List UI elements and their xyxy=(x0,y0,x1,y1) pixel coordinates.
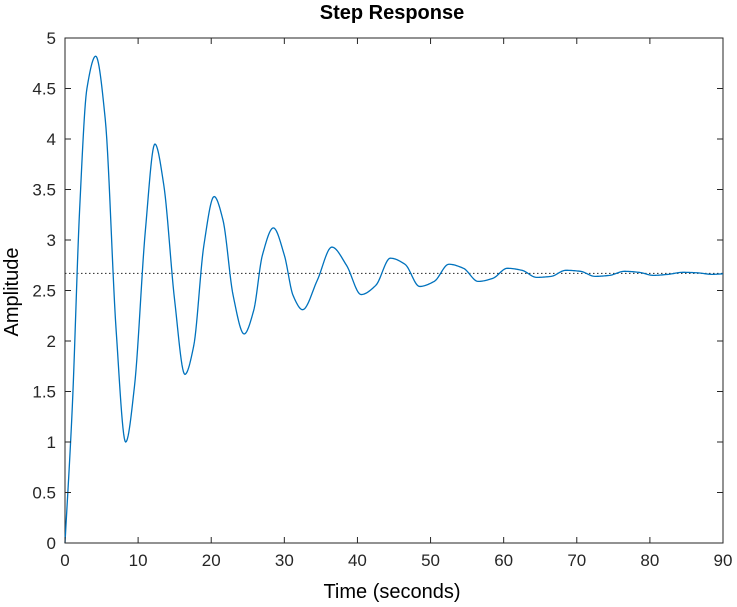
x-tick-label: 0 xyxy=(60,551,69,570)
x-tick-label: 50 xyxy=(421,551,440,570)
y-tick-label: 2.5 xyxy=(32,282,56,301)
x-tick-label: 30 xyxy=(275,551,294,570)
y-tick-label: 5 xyxy=(47,29,56,48)
x-tick-label: 80 xyxy=(640,551,659,570)
y-tick-label: 3.5 xyxy=(32,181,56,200)
chart-title: Step Response xyxy=(320,2,464,24)
x-axis-label: Time (seconds) xyxy=(323,581,460,603)
x-axis-ticks: 0 10 20 30 40 50 60 70 80 90 xyxy=(60,38,732,570)
y-tick-label: 1.5 xyxy=(32,383,56,402)
y-axis-ticks: 0 0.5 1 1.5 2 2.5 3 3.5 4 4.5 5 xyxy=(32,29,723,553)
y-tick-label: 0.5 xyxy=(32,484,56,503)
plot-area xyxy=(64,37,724,544)
step-response-line xyxy=(64,55,724,544)
y-tick-label: 2 xyxy=(47,332,56,351)
y-tick-label: 4.5 xyxy=(32,80,56,99)
y-tick-label: 0 xyxy=(47,534,56,553)
x-tick-label: 60 xyxy=(494,551,513,570)
y-tick-label: 3 xyxy=(47,231,56,250)
x-tick-label: 70 xyxy=(567,551,586,570)
x-tick-label: 10 xyxy=(129,551,148,570)
y-tick-label: 4 xyxy=(47,130,56,149)
y-axis-label: Amplitude xyxy=(1,248,23,337)
x-tick-label: 90 xyxy=(714,551,733,570)
y-tick-label: 1 xyxy=(47,433,56,452)
x-tick-label: 40 xyxy=(348,551,367,570)
x-tick-label: 20 xyxy=(202,551,221,570)
